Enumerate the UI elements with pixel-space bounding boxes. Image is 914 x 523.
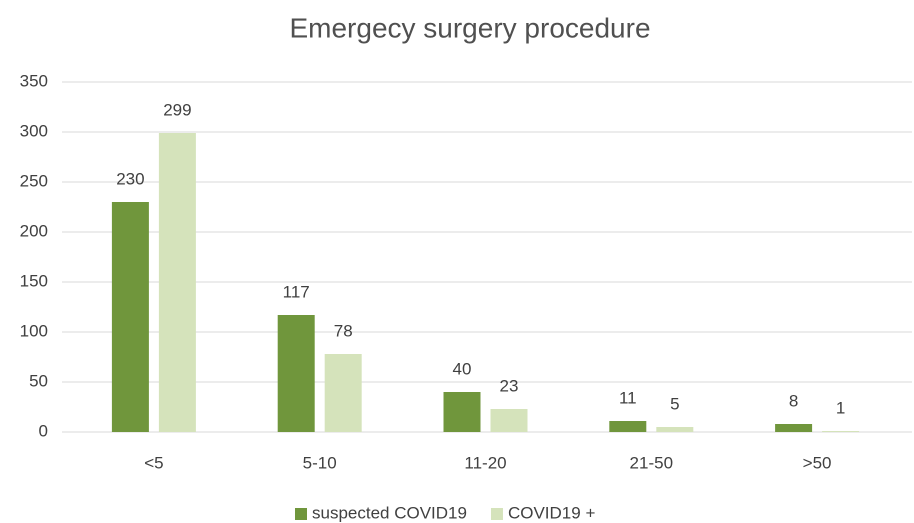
y-tick-label: 50 (29, 371, 48, 390)
bar (324, 354, 362, 432)
data-label: 78 (334, 321, 353, 340)
y-tick-label: 100 (20, 321, 48, 340)
legend-label: suspected COVID19 (312, 503, 467, 522)
y-tick-label: 200 (20, 221, 48, 240)
bar (609, 421, 647, 432)
data-label: 11 (619, 388, 637, 407)
bar (443, 392, 481, 432)
chart-title: Emergecy surgery procedure (289, 12, 650, 43)
data-label: 230 (116, 169, 144, 188)
bar (822, 431, 860, 432)
bar (490, 409, 528, 432)
y-tick-label: 250 (20, 171, 48, 190)
y-tick-label: 300 (20, 121, 48, 140)
y-tick-label: 0 (39, 421, 48, 440)
data-label: 40 (453, 359, 472, 378)
bar (158, 133, 196, 432)
y-tick-label: 150 (20, 271, 48, 290)
x-tick-label: >50 (803, 453, 832, 472)
bar (111, 202, 149, 432)
x-tick-label: 5-10 (303, 453, 337, 472)
data-label: 299 (163, 100, 191, 119)
y-tick-label: 350 (20, 71, 48, 90)
data-label: 5 (670, 394, 679, 413)
legend-label: COVID19 + (508, 503, 595, 522)
data-label: 117 (283, 282, 310, 301)
x-tick-label: 21-50 (630, 453, 673, 472)
x-tick-label: <5 (144, 453, 163, 472)
data-label: 23 (500, 376, 519, 395)
legend-swatch (490, 508, 503, 520)
data-label: 1 (836, 398, 845, 417)
bar (656, 427, 694, 432)
bar (775, 424, 813, 432)
x-tick-label: 11-20 (464, 453, 506, 472)
legend-swatch (295, 508, 307, 520)
bar (277, 315, 315, 432)
data-label: 8 (789, 391, 798, 410)
